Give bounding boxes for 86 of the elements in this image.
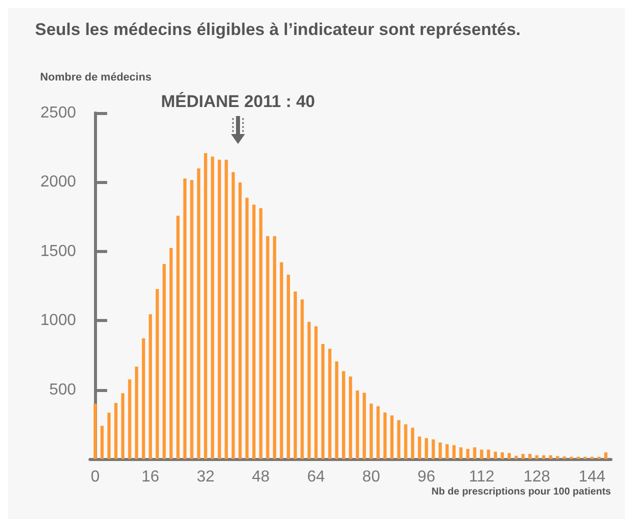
- bar: [411, 428, 414, 459]
- bar: [300, 299, 304, 459]
- bar: [486, 450, 490, 459]
- x-tick-label: 128: [523, 468, 550, 486]
- bar: [508, 453, 511, 459]
- x-tick-label: 32: [196, 468, 215, 486]
- bar: [480, 450, 484, 459]
- bar: [294, 292, 297, 459]
- bar: [528, 454, 532, 459]
- bar: [307, 322, 311, 459]
- bar: [473, 447, 476, 459]
- bar: [286, 274, 290, 459]
- bar: [266, 236, 270, 459]
- y-tick-label: 1500: [40, 242, 76, 260]
- bar: [148, 314, 152, 459]
- bar: [424, 438, 428, 459]
- x-tick-label: 96: [418, 468, 436, 486]
- bar: [169, 248, 173, 459]
- bar: [418, 436, 422, 459]
- bar: [376, 406, 380, 459]
- x-tick-label: 144: [578, 468, 606, 486]
- bar: [128, 379, 132, 459]
- bar: [383, 412, 387, 459]
- y-tick-label: 2000: [40, 174, 76, 191]
- bar: [121, 393, 124, 459]
- bar: [356, 390, 359, 459]
- bar: [521, 454, 525, 459]
- bar: [252, 204, 256, 459]
- bar: [452, 445, 456, 459]
- x-tick-label: 16: [141, 468, 160, 486]
- bar: [404, 424, 408, 459]
- bar: [494, 452, 498, 459]
- bar: [197, 168, 200, 459]
- bar: [218, 160, 221, 459]
- x-tick-label: 112: [468, 468, 494, 486]
- bar: [114, 402, 118, 459]
- bar: [446, 444, 449, 459]
- bar: [94, 404, 97, 459]
- bar: [204, 153, 208, 459]
- bar: [397, 420, 400, 459]
- y-tick-label: 2500: [40, 104, 76, 122]
- bar: [466, 448, 470, 459]
- bar: [500, 452, 504, 459]
- y-tick-label: 500: [49, 381, 76, 398]
- bar: [432, 439, 435, 459]
- x-tick-label: 64: [307, 468, 325, 486]
- bar: [259, 208, 262, 459]
- bar: [224, 160, 228, 459]
- x-tick-label: 80: [362, 468, 380, 486]
- bar: [535, 455, 538, 459]
- x-tick-label: 48: [252, 468, 270, 486]
- chart-title: Seuls les médecins éligibles à l’indicateur sont représentés.: [35, 20, 521, 39]
- bar: [176, 216, 180, 459]
- bar: [134, 366, 138, 459]
- bar: [280, 262, 284, 459]
- bar: [190, 180, 194, 459]
- bar: [604, 452, 608, 459]
- bar: [390, 415, 394, 459]
- x-axis-title: Nb de prescriptions pour 100 patients: [432, 486, 612, 498]
- bar: [183, 178, 186, 459]
- bar: [438, 442, 442, 459]
- bar: [142, 338, 146, 459]
- bar: [232, 172, 235, 459]
- bar: [335, 361, 338, 459]
- bar: [156, 289, 159, 459]
- bar: [321, 344, 324, 459]
- bar: [272, 236, 276, 459]
- y-axis-title: Nombre de médecins: [40, 72, 152, 84]
- bar: [238, 182, 242, 459]
- bar: [314, 326, 318, 459]
- bar: [245, 198, 249, 459]
- bar: [162, 264, 166, 459]
- bar: [459, 447, 463, 459]
- bar: [542, 455, 546, 459]
- bar: [556, 456, 560, 459]
- bar: [348, 376, 352, 459]
- bar: [107, 412, 111, 459]
- bar: [328, 348, 332, 459]
- bar: [210, 156, 214, 459]
- x-tick-label: 0: [90, 468, 100, 486]
- bar: [342, 371, 346, 459]
- text: MÉDIANE 2011 : 40: [160, 92, 316, 112]
- bar: [100, 426, 104, 459]
- y-tick-label: 1000: [40, 312, 76, 330]
- bar: [362, 392, 366, 459]
- bar: [370, 404, 373, 459]
